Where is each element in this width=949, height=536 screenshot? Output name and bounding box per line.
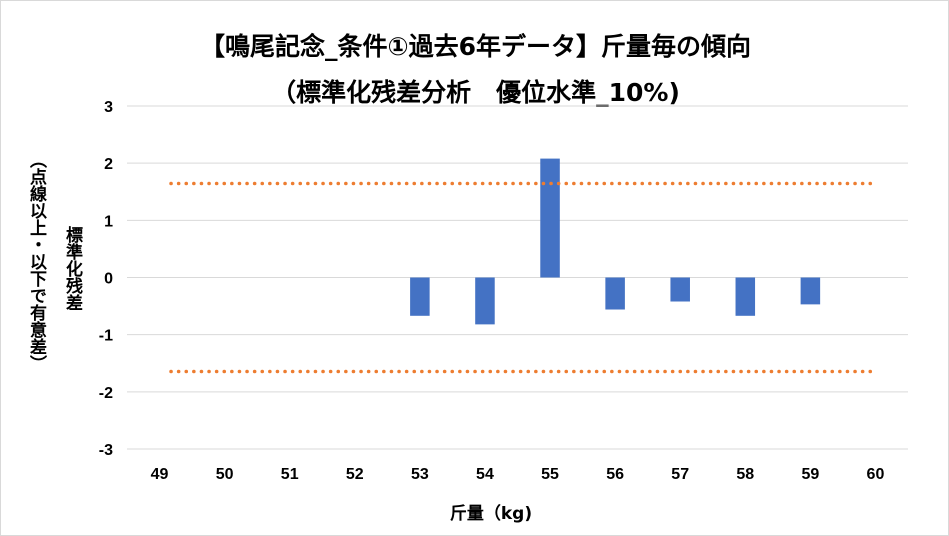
y-tick-label: -1 — [99, 328, 113, 345]
y-tick-label: 0 — [104, 271, 113, 288]
x-tick-label: 50 — [216, 466, 234, 483]
x-tick-label: 58 — [736, 466, 754, 483]
x-axis-label: 斤量（kg) — [449, 504, 533, 524]
bars — [410, 158, 821, 325]
bar — [670, 277, 690, 302]
x-tick-label: 57 — [671, 466, 689, 483]
x-tick-label: 60 — [867, 466, 885, 483]
x-tick-label: 52 — [346, 466, 364, 483]
y-tick-label: 1 — [104, 213, 113, 230]
x-tick-label: 55 — [541, 466, 559, 483]
x-tick-label: 59 — [801, 466, 819, 483]
bar — [475, 277, 495, 325]
x-tick-label: 51 — [281, 466, 299, 483]
chart-subtitle: （標準化残差分析 優位水準_10%) — [271, 78, 680, 107]
x-tick-label: 49 — [151, 466, 169, 483]
bar — [735, 277, 756, 316]
x-tick-label: 54 — [476, 466, 494, 483]
bar — [410, 277, 430, 316]
bar — [605, 277, 625, 310]
y-tick-label: -3 — [99, 442, 113, 459]
y-tick-label: -2 — [99, 385, 113, 402]
x-ticks: 49 50 51 52 53 54 55 56 57 58 59 60 — [151, 466, 885, 483]
y-axis-label: 標準化残差 — [62, 226, 82, 311]
x-tick-label: 56 — [606, 466, 624, 483]
bar — [800, 277, 821, 305]
bar — [540, 158, 560, 278]
x-tick-label: 53 — [411, 466, 429, 483]
y-axis-sublabel: （点線以上・以下で有意差） — [26, 151, 46, 372]
chart-title: 【鳴尾記念_条件①過去6年データ】斤量毎の傾向 — [199, 32, 752, 61]
gridlines — [127, 105, 908, 450]
y-ticks: 3 2 1 0 -1 -2 -3 — [99, 99, 113, 459]
y-tick-label: 2 — [104, 156, 113, 173]
y-tick-label: 3 — [104, 99, 113, 116]
